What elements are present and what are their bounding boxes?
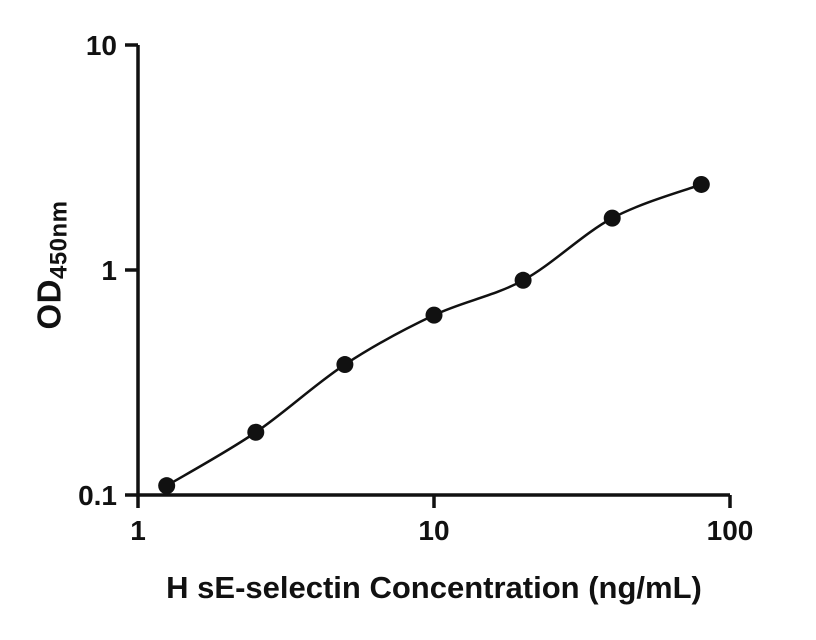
y-tick-label: 10 — [86, 30, 117, 61]
x-tick-label: 100 — [707, 515, 754, 546]
x-tick-label: 10 — [418, 515, 449, 546]
y-tick-label: 0.1 — [78, 480, 117, 511]
x-tick-label: 1 — [130, 515, 146, 546]
y-axis-label-main: OD — [30, 279, 68, 330]
data-point — [336, 356, 354, 374]
fit-curve-line — [166, 183, 702, 487]
data-point — [425, 306, 443, 324]
data-point — [158, 477, 176, 495]
x-axis-label: H sE-selectin Concentration (ng/mL) — [166, 570, 702, 605]
y-axis-label-subscript: 450nm — [45, 200, 73, 280]
data-point — [692, 175, 710, 193]
data-point — [514, 271, 532, 289]
y-tick-label: 1 — [101, 255, 117, 286]
data-point — [247, 423, 265, 441]
axes-lines — [136, 45, 730, 497]
y-axis-label: OD450nm — [31, 200, 74, 329]
data-point — [603, 209, 621, 227]
